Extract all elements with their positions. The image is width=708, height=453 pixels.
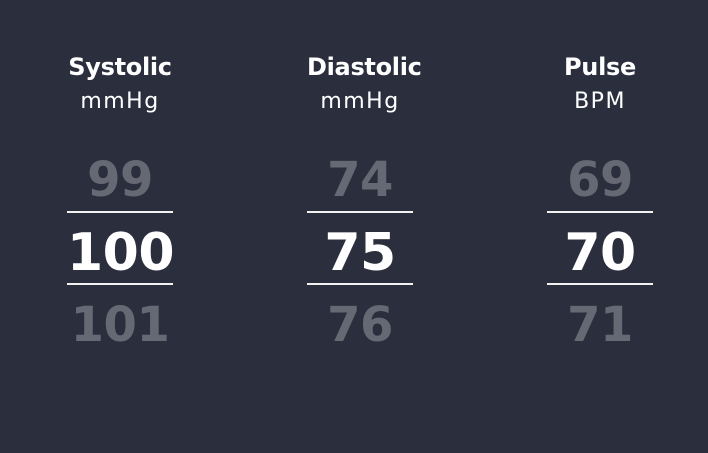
selection-divider-top <box>547 211 653 213</box>
selection-divider-bottom <box>67 283 173 285</box>
systolic-wheel[interactable]: 99 100 101 <box>67 148 175 358</box>
diastolic-wheel[interactable]: 74 75 76 <box>307 148 413 358</box>
selection-divider-bottom <box>307 283 413 285</box>
selection-divider-top <box>307 211 413 213</box>
selection-divider-top <box>67 211 173 213</box>
previous-value[interactable]: 69 <box>567 152 633 208</box>
next-value[interactable]: 71 <box>567 297 633 353</box>
selected-value[interactable]: 75 <box>324 223 396 283</box>
column-unit: mmHg <box>320 89 400 114</box>
next-value[interactable]: 76 <box>327 297 393 353</box>
selection-divider-bottom <box>547 283 653 285</box>
column-title: Diastolic <box>307 53 422 81</box>
previous-value[interactable]: 74 <box>327 152 393 208</box>
previous-value[interactable]: 99 <box>87 152 153 208</box>
column-unit: BPM <box>574 89 626 114</box>
pulse-wheel[interactable]: 69 70 71 <box>547 148 653 358</box>
selected-value[interactable]: 100 <box>67 223 175 283</box>
next-value[interactable]: 101 <box>70 297 170 353</box>
selected-value[interactable]: 70 <box>564 223 636 283</box>
column-unit: mmHg <box>80 89 160 114</box>
column-title: Pulse <box>564 53 636 81</box>
column-title: Systolic <box>68 53 172 81</box>
